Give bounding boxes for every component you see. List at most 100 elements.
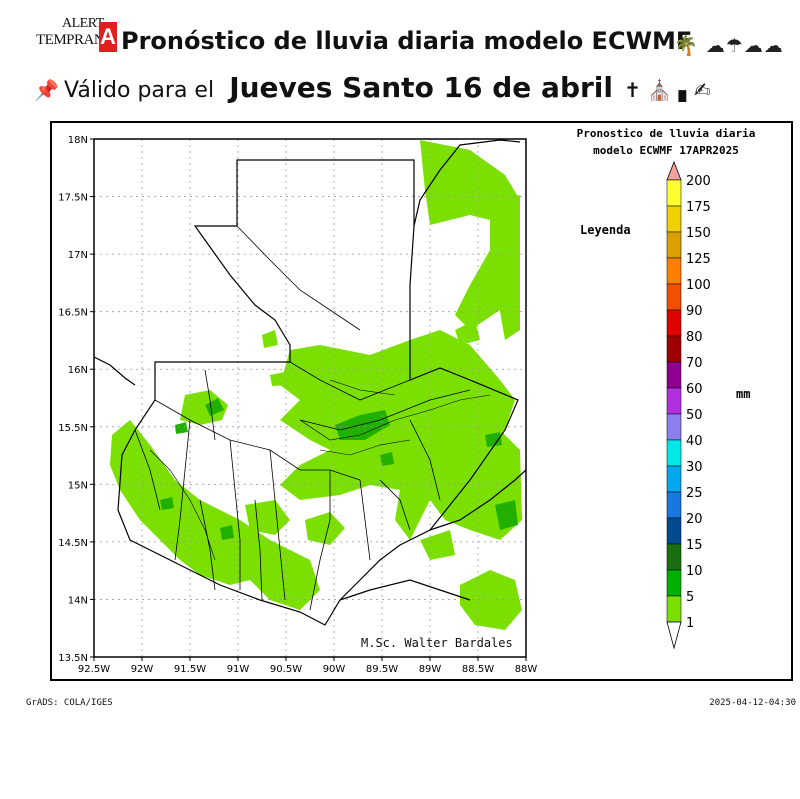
colorbar-bottom-arrow [666, 621, 682, 650]
lon-tick-label: 89W [419, 664, 442, 675]
colorbar-label: 150 [686, 226, 711, 241]
colorbar-label: 100 [686, 278, 711, 293]
lon-tick-label: 92W [131, 664, 154, 675]
rivers [149, 379, 491, 561]
guatemala-border [117, 159, 519, 626]
lat-tick-label: 14N [68, 595, 88, 606]
lon-tick-label: 91.5W [174, 664, 206, 675]
rain-dark-3 [485, 432, 502, 447]
rain-area-northwest [180, 390, 228, 425]
page-title: Pronóstico de lluvia diaria modelo ECWMF [121, 27, 693, 55]
colorbar-label: 125 [686, 252, 711, 267]
colorbar-segment [666, 465, 682, 493]
rain-area-west [110, 420, 320, 610]
colorbar-segment [666, 491, 682, 519]
logo-text-bottom: TEMPRAN [36, 32, 105, 48]
department-lines [134, 225, 471, 611]
colorbar-label: 175 [686, 200, 711, 215]
colorbar-segment [666, 439, 682, 467]
map-frame [50, 121, 793, 681]
alerta-temprana-logo: ALERT TEMPRAN A [36, 16, 120, 56]
rain-dark-2 [205, 398, 224, 416]
colorbar-segment [666, 309, 682, 337]
colorbar-segment [666, 179, 682, 207]
colorbar-label: 25 [686, 486, 703, 501]
colorbar-segment [666, 569, 682, 597]
lon-tick-label: 89.5W [366, 664, 398, 675]
weather-icons: 🌴 ☁☂☁☁ [674, 35, 784, 57]
valid-label: Válido para el [64, 78, 215, 103]
lat-tick-label: 13.5N [58, 653, 88, 664]
rain-dark-8 [175, 422, 188, 434]
logo-text-top: ALERT [62, 16, 104, 31]
colorbar-segment [666, 595, 682, 623]
date-text: Jueves Santo 16 de abril [229, 71, 613, 104]
colorbar-label: 90 [686, 304, 703, 319]
honduras-border [429, 469, 527, 531]
logo-letter-box: A [99, 22, 117, 52]
colorbar-label: 60 [686, 382, 703, 397]
holy-week-icons: ✝ ⛪ ▖✍ [624, 78, 711, 102]
colorbar-segment [666, 283, 682, 311]
colorbar-label: 20 [686, 512, 703, 527]
el-salvador-border [339, 579, 471, 601]
mexico-border [93, 356, 136, 386]
colorbar-label: 40 [686, 434, 703, 449]
lat-tick-label: 15N [68, 480, 88, 491]
rain-area-south-center-blob [305, 512, 345, 545]
lat-tick-label: 15.5N [58, 423, 88, 434]
lon-tick-label: 90.5W [270, 664, 302, 675]
belize-coast [413, 139, 521, 227]
rain-area-small-4 [270, 372, 288, 386]
rain-area-south-central [245, 500, 290, 535]
colorbar-label: 50 [686, 408, 703, 423]
footer-timestamp: 2025-04-12-04:30 [709, 698, 796, 708]
rain-area-east-lobe [395, 420, 522, 540]
lat-tick-label: 18N [68, 135, 88, 146]
rain-area-south [420, 530, 455, 560]
rain-area-small-3 [493, 176, 506, 192]
colorbar-segment [666, 361, 682, 389]
lat-tick-label: 14.5N [58, 538, 88, 549]
lon-tick-label: 88.5W [462, 664, 494, 675]
graticule [94, 139, 526, 657]
lon-tick-label: 88W [515, 664, 538, 675]
colorbar-segment [666, 517, 682, 545]
colorbar-label: 10 [686, 564, 703, 579]
rain-dark-5 [380, 452, 394, 466]
valid-date-line: 📌 Válido para el Jueves Santo 16 de abri… [34, 71, 711, 104]
colorbar-label: 30 [686, 460, 703, 475]
rain-dark-7 [160, 497, 174, 510]
pushpin-icon: 📌 [34, 78, 59, 102]
rainfall-areas [110, 140, 522, 630]
rain-dark-6 [220, 525, 234, 540]
plot-border [93, 138, 527, 658]
lat-tick-label: 17.5N [58, 193, 88, 204]
country-borders [93, 139, 527, 626]
legend-title-line2: modelo ECWMF 17APR2025 [593, 144, 739, 157]
lon-tick-label: 90W [323, 664, 346, 675]
colorbar-segment [666, 543, 682, 571]
rain-area-southeast [460, 570, 522, 630]
lon-tick-label: 91W [227, 664, 250, 675]
lon-tick-label: 92.5W [78, 664, 110, 675]
colorbar-label: 70 [686, 356, 703, 371]
colorbar-label: 80 [686, 330, 703, 345]
colorbar-label: 15 [686, 538, 703, 553]
legend-unit: mm [736, 387, 751, 401]
colorbar-label: 1 [686, 616, 694, 631]
rain-dark-4 [495, 500, 518, 530]
legend-title-line1: Pronostico de lluvia diaria [576, 127, 756, 140]
colorbar-segment [666, 257, 682, 285]
colorbar-segment [666, 335, 682, 363]
colorbar-top-arrow [666, 160, 682, 181]
author-credit: M.Sc. Walter Bardales [361, 636, 513, 650]
axis-ticks: 18N 17.5N 17N 16.5N 16N 15.5N 15N 14.5N 14N 13.5N… [58, 135, 537, 675]
colorbar-segment [666, 413, 682, 441]
colorbar-segment [666, 387, 682, 415]
rain-area-small-2 [262, 330, 278, 348]
legend-leyenda-label: Leyenda [580, 223, 631, 237]
rain-area-east-strip [495, 195, 520, 340]
lat-tick-label: 16N [68, 365, 88, 376]
